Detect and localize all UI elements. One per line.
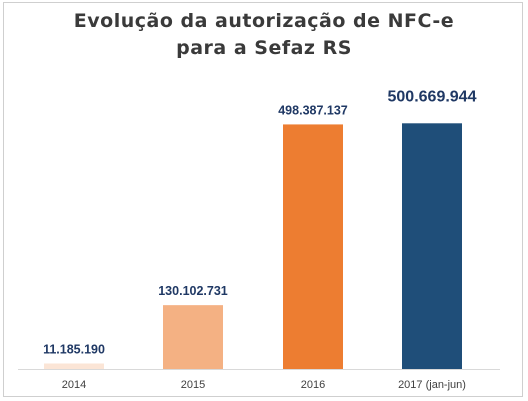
chart-title-line-2: para a Sefaz RS xyxy=(176,37,352,59)
x-tick-label-0: 2014 xyxy=(62,379,86,391)
data-label-0: 11.185.190 xyxy=(43,343,105,357)
bar-0 xyxy=(44,363,104,369)
x-tick-label-1: 2015 xyxy=(181,379,205,391)
data-label-2: 498.387.137 xyxy=(278,103,348,117)
chart-title-line-1: Evolução da autorização de NFC-e xyxy=(73,10,455,32)
bar-1 xyxy=(163,305,223,369)
data-label-3: 500.669.944 xyxy=(388,88,477,105)
chart-title: Evolução da autorização de NFC-e para a … xyxy=(0,8,528,62)
x-tick-label-3: 2017 (jan-jun) xyxy=(398,379,466,391)
data-label-1: 130.102.731 xyxy=(158,284,228,298)
bar-2 xyxy=(283,124,343,369)
bar-3 xyxy=(402,123,462,369)
x-tick-label-2: 2016 xyxy=(301,379,325,391)
